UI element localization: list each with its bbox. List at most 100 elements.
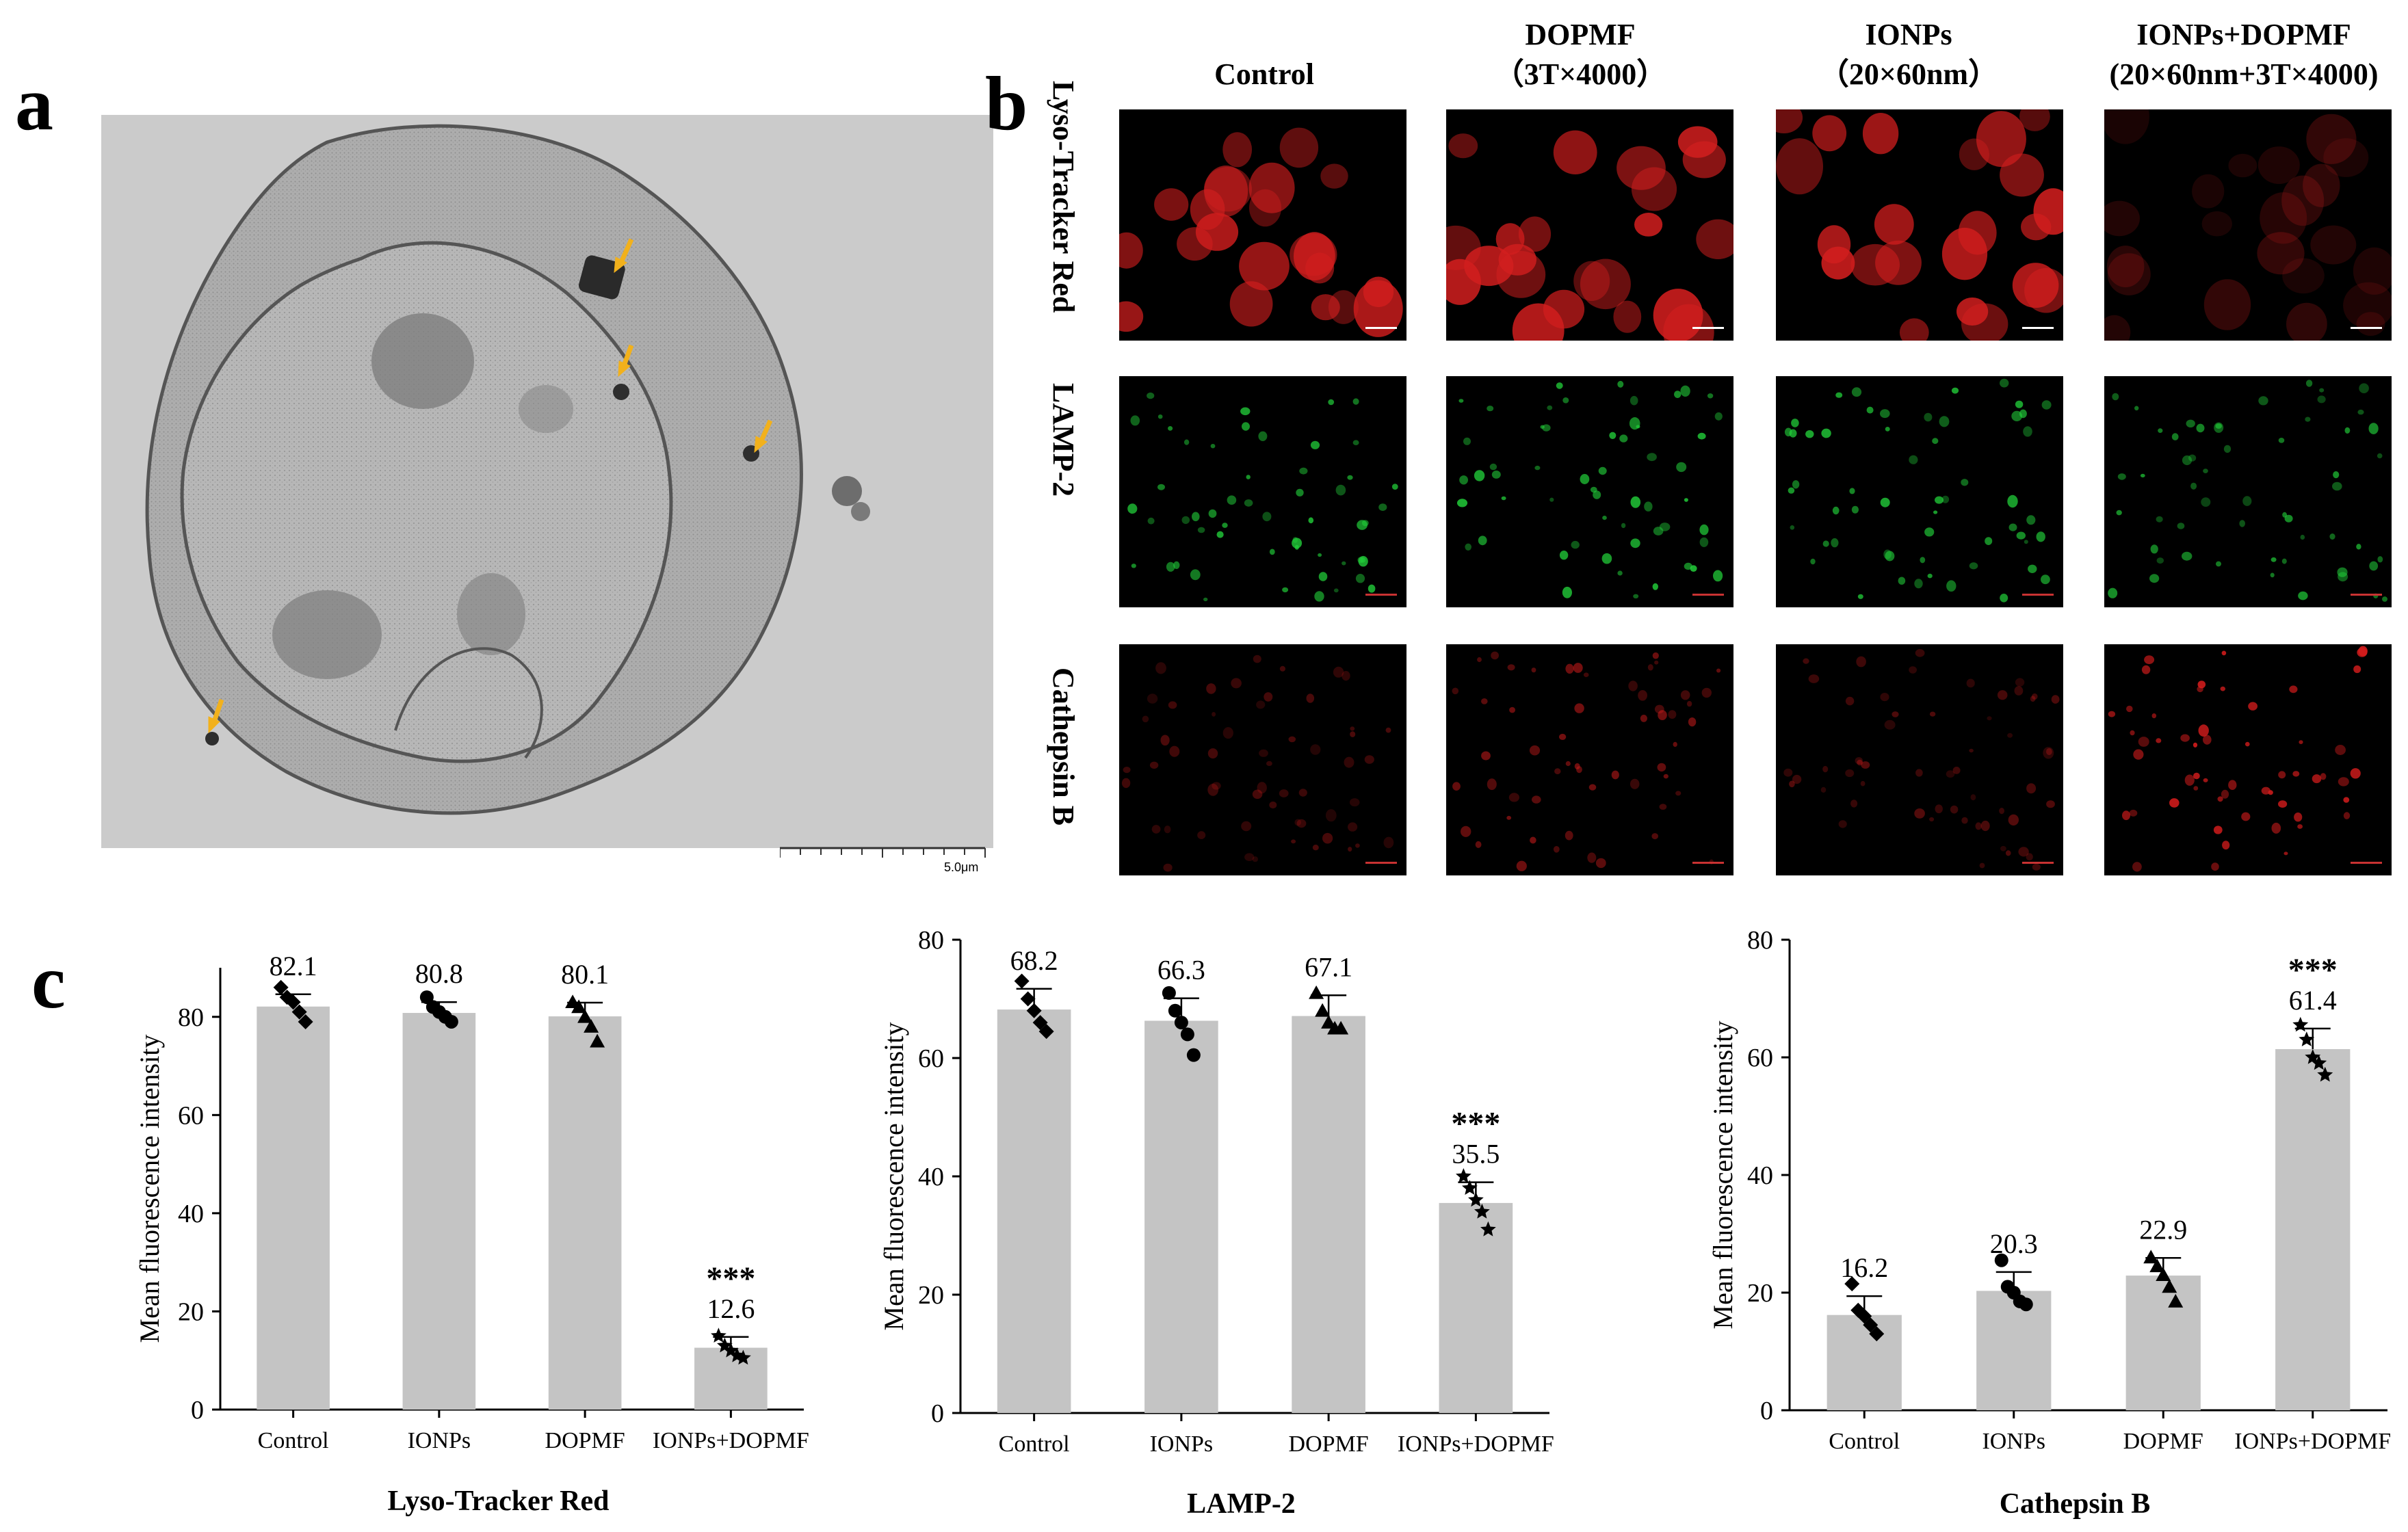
cell-signal bbox=[1927, 573, 1933, 579]
panel-label-c: c bbox=[31, 940, 66, 1025]
significance-marker: *** bbox=[706, 1260, 755, 1297]
cell-signal bbox=[1197, 527, 1205, 533]
data-point bbox=[273, 979, 289, 995]
cell-signal bbox=[1547, 405, 1553, 410]
cell-signal bbox=[1487, 778, 1497, 791]
cell-signal bbox=[2333, 471, 2340, 479]
cell-signal bbox=[1197, 831, 1206, 839]
cell-signal bbox=[1244, 853, 1255, 861]
cell-signal bbox=[1707, 393, 1714, 399]
cell-signal bbox=[1699, 524, 1709, 536]
data-point bbox=[444, 1014, 458, 1029]
cell-signal bbox=[1448, 133, 1478, 159]
data-point bbox=[1321, 1015, 1337, 1029]
cell-signal bbox=[1933, 510, 1938, 514]
cell-signal bbox=[1961, 479, 1969, 486]
cell-signal bbox=[1783, 768, 1793, 777]
cell-signal bbox=[2134, 406, 2139, 411]
cell-signal bbox=[1391, 484, 1398, 490]
cell-signal bbox=[1697, 432, 1706, 440]
cell-signal bbox=[2015, 678, 2025, 687]
bar bbox=[2125, 1276, 2201, 1410]
x-tick-label: DOPMF bbox=[545, 1428, 625, 1453]
cell-signal bbox=[1866, 406, 1874, 414]
cell-signal bbox=[2186, 419, 2195, 427]
cell-signal bbox=[1328, 399, 1335, 406]
cell-signal bbox=[2138, 737, 2149, 747]
cell-signal bbox=[1222, 132, 1253, 168]
cell-signal bbox=[1458, 399, 1464, 403]
scale-bar bbox=[1692, 327, 1724, 329]
cell-signal bbox=[2294, 813, 2303, 822]
cell-signal bbox=[2041, 574, 2050, 585]
arrow-icon bbox=[618, 360, 631, 378]
x-tick-label: DOPMF bbox=[2123, 1429, 2203, 1454]
cell-signal bbox=[2337, 567, 2348, 577]
cell-signal bbox=[2156, 557, 2164, 564]
cell-signal bbox=[1885, 427, 1890, 432]
cell-signal bbox=[1119, 232, 1143, 269]
cell-signal bbox=[2257, 232, 2305, 275]
data-point bbox=[1168, 1003, 1182, 1018]
cell-signal bbox=[1164, 826, 1171, 834]
column-header-dopmf: DOPMF （3T×4000） bbox=[1430, 15, 1731, 94]
cell-signal bbox=[1481, 698, 1488, 704]
cell-signal bbox=[1350, 726, 1355, 731]
cell-signal bbox=[1348, 822, 1358, 832]
column-header-control: Control bbox=[1114, 55, 1415, 94]
cell-signal bbox=[1456, 499, 1468, 507]
cell-signal bbox=[1360, 557, 1366, 563]
cell-signal bbox=[1851, 505, 1859, 514]
fluorescence-image bbox=[1446, 109, 1733, 341]
cell-signal bbox=[1593, 490, 1601, 499]
nucleolus bbox=[457, 573, 525, 655]
bar bbox=[2275, 1048, 2351, 1410]
cell-signal bbox=[2203, 468, 2208, 473]
cell-signal bbox=[2116, 510, 2122, 516]
cell-signal bbox=[1203, 597, 1208, 602]
cell-signal bbox=[2258, 396, 2268, 406]
cell-signal bbox=[1342, 561, 1346, 566]
cell-signal bbox=[1699, 537, 1709, 547]
cell-signal bbox=[2211, 862, 2219, 871]
scale-bar bbox=[2022, 862, 2054, 864]
cell-signal bbox=[1628, 681, 1638, 691]
cell-signal bbox=[2129, 809, 2138, 817]
cell-signal bbox=[1168, 426, 1173, 431]
cell-signal bbox=[1292, 537, 1298, 543]
cell-signal bbox=[1553, 846, 1560, 853]
cell-signal bbox=[2030, 696, 2036, 702]
data-point bbox=[1456, 1168, 1471, 1183]
cell-signal bbox=[1638, 690, 1647, 701]
cell-signal bbox=[1985, 537, 1993, 545]
cell-signal bbox=[1573, 261, 1610, 301]
cell-signal bbox=[1630, 395, 1638, 406]
bar bbox=[257, 1006, 330, 1410]
cell-signal bbox=[2270, 572, 2275, 578]
cell-signal bbox=[1892, 711, 1899, 717]
cell-signal bbox=[1239, 241, 1290, 291]
cell-signal bbox=[1288, 736, 1296, 743]
cell-signal bbox=[1558, 733, 1567, 740]
y-tick-label: 40 bbox=[918, 1163, 944, 1191]
cell-signal bbox=[1976, 111, 2026, 167]
cell-signal bbox=[2019, 109, 2050, 131]
cell-signal bbox=[2350, 768, 2361, 779]
column-header-line: （3T×4000） bbox=[1493, 57, 1667, 91]
cell-signal bbox=[2158, 428, 2163, 433]
data-point bbox=[1844, 1276, 1860, 1292]
cell-signal bbox=[1279, 665, 1285, 672]
data-point bbox=[590, 1033, 605, 1048]
cell-signal bbox=[1554, 768, 1561, 775]
scale-bar bbox=[2351, 594, 2382, 596]
fluorescence-image bbox=[2104, 109, 2392, 341]
cell-signal bbox=[2051, 695, 2060, 704]
cell-signal bbox=[1633, 594, 1639, 598]
cell-signal bbox=[1924, 527, 1935, 537]
data-point bbox=[711, 1328, 727, 1343]
cell-signal bbox=[1279, 789, 1289, 797]
cell-signal bbox=[1647, 453, 1657, 462]
cell-signal bbox=[1565, 761, 1571, 767]
cell-signal bbox=[1874, 204, 1914, 245]
